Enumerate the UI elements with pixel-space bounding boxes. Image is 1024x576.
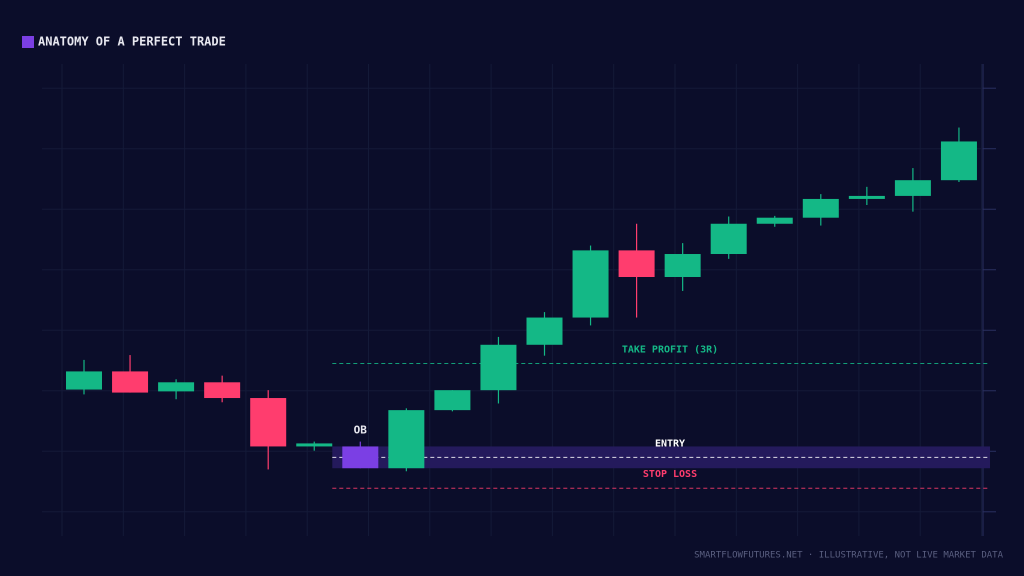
candle-body (204, 382, 241, 399)
candle-body (664, 254, 701, 278)
candle-body (250, 398, 287, 447)
candle-body (756, 217, 793, 224)
chart-title: ANATOMY OF A PERFECT TRADE (38, 35, 226, 49)
candle-body (710, 223, 747, 255)
candle-body (894, 180, 931, 196)
candle-body (158, 382, 195, 392)
entry-zone (332, 446, 990, 469)
footer: SMARTFLOWFUTURES.NET · ILLUSTRATIVE, NOT… (694, 551, 1003, 561)
level-label: STOP LOSS (643, 469, 697, 480)
candle-body (434, 390, 471, 411)
candle-body (112, 371, 149, 393)
candle-body (388, 410, 425, 469)
candle-body (940, 141, 977, 181)
candle-body (296, 443, 333, 447)
highlight-label: OB (354, 424, 368, 437)
candle-body (618, 250, 655, 278)
level-label: ENTRY (655, 438, 685, 449)
candle-body (480, 344, 517, 391)
title-swatch (22, 36, 34, 48)
candle-body (572, 250, 609, 318)
level-label: TAKE PROFIT (3R) (622, 345, 718, 356)
candle-body (66, 371, 102, 390)
candle-body (342, 446, 379, 469)
candle-body (526, 317, 563, 345)
candle-body (848, 195, 885, 199)
candle-body (802, 198, 839, 218)
